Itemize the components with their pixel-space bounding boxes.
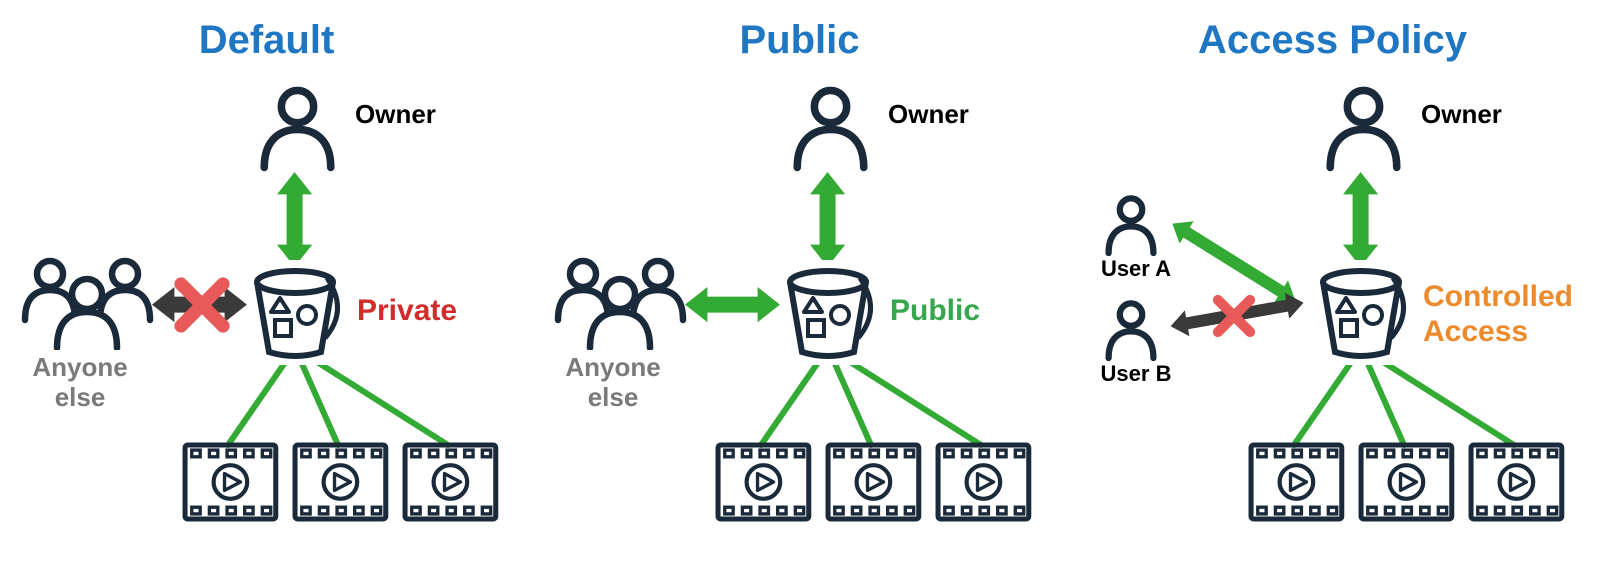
user-b-icon	[1096, 295, 1166, 370]
owner-icon	[250, 80, 345, 180]
media-object-icon	[1466, 440, 1567, 529]
owner-icon	[783, 80, 878, 180]
owner-icon	[1316, 80, 1411, 180]
public-title: Public	[533, 18, 1066, 63]
media-object-icon	[400, 440, 501, 529]
policy-title: Access Policy	[1066, 18, 1599, 63]
anyone-else-label: Anyone else	[5, 353, 155, 413]
user-a-icon	[1096, 190, 1166, 265]
user-a-label: User A	[1086, 256, 1186, 281]
user-b-label: User B	[1086, 361, 1186, 386]
owner-bucket-arrow	[810, 172, 845, 272]
bucket-icon	[245, 260, 345, 365]
media-object-icon	[713, 440, 814, 529]
owner-label: Owner	[1421, 100, 1502, 130]
default-title: Default	[0, 18, 533, 63]
user-b-denied-x-icon	[1211, 293, 1257, 344]
status-label: Public	[890, 294, 980, 329]
bucket-icon	[1311, 260, 1411, 365]
owner-label: Owner	[355, 100, 436, 130]
status-label: Private	[357, 294, 457, 329]
owner-label: Owner	[888, 100, 969, 130]
media-object-icon	[1356, 440, 1457, 529]
media-object-icon	[823, 440, 924, 529]
denied-x-icon	[172, 275, 232, 340]
media-object-icon	[933, 440, 1034, 529]
anyone-else-icon	[548, 250, 693, 355]
owner-bucket-arrow	[1343, 172, 1378, 272]
media-object-icon	[180, 440, 281, 529]
bucket-icon	[778, 260, 878, 365]
media-object-icon	[1246, 440, 1347, 529]
media-object-icon	[290, 440, 391, 529]
status-label: Controlled Access	[1423, 280, 1583, 349]
side-access-arrow	[685, 287, 780, 327]
anyone-else-label: Anyone else	[538, 353, 688, 413]
anyone-else-icon	[15, 250, 160, 355]
owner-bucket-arrow	[277, 172, 312, 272]
